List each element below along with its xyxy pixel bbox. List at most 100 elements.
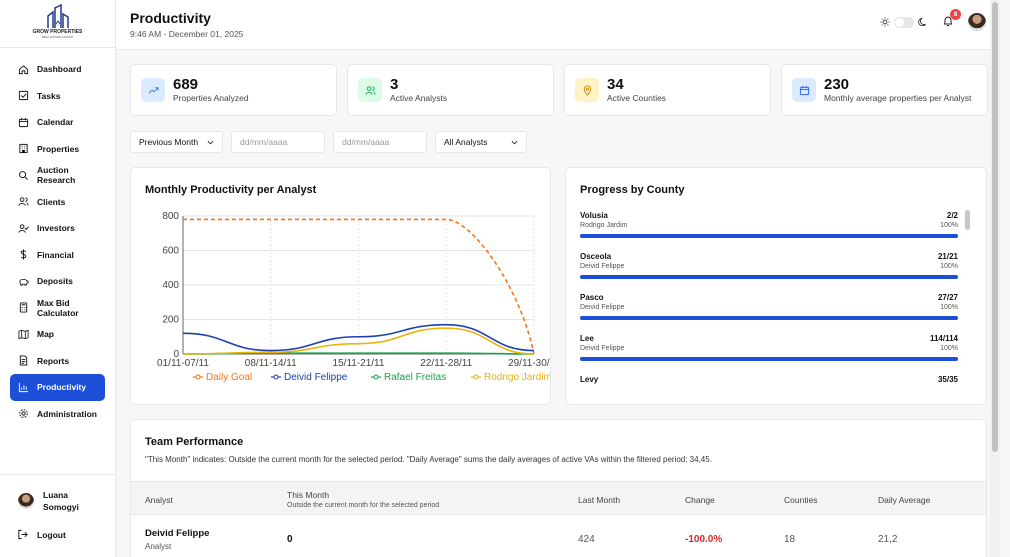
sidebar-item-tasks[interactable]: Tasks: [10, 83, 105, 110]
sidebar-item-investors[interactable]: Investors: [10, 215, 105, 242]
sidebar-item-label: Deposits: [37, 276, 73, 287]
map-icon: [17, 328, 29, 340]
page-datetime: 9:46 AM - December 01, 2025: [130, 29, 244, 39]
county-row: Levy 35/35: [580, 375, 958, 384]
county-row: Volusia Rodrigo Jardim 2/2 100%: [580, 211, 958, 238]
progress-title: Progress by County: [580, 184, 685, 196]
series-line: [182, 327, 535, 355]
checkbox-icon: [17, 90, 29, 102]
stat-card: 689 Properties Analyzed: [130, 64, 337, 116]
county-value: 21/21: [937, 252, 958, 261]
filters-bar: Previous Month dd/mm/aaaa dd/mm/aaaa All…: [130, 131, 527, 153]
col-this-month: This Month: [287, 490, 330, 500]
sidebar-item-calendar[interactable]: Calendar: [10, 109, 105, 136]
sidebar-item-label: Max Bid Calculator: [37, 297, 79, 318]
sidebar-item-properties[interactable]: Properties: [10, 136, 105, 163]
productivity-chart-card: Monthly Productivity per Analyst 0 200 400…: [130, 167, 551, 405]
sidebar-item-max-bid-calculator[interactable]: Max Bid Calculator: [10, 295, 105, 322]
sidebar-item-label: Reports: [37, 355, 70, 366]
row-analyst-role: Analyst: [145, 542, 172, 551]
calendar-icon: [792, 78, 816, 102]
sidebar-item-label: Clients: [37, 196, 66, 207]
county-name: Lee: [580, 334, 594, 343]
county-progress-card: Progress by County Volusia Rodrigo Jardi…: [565, 167, 987, 405]
legend-marker: [195, 374, 201, 380]
sidebar-item-label: Properties: [37, 143, 80, 154]
date-to-input[interactable]: dd/mm/aaaa: [333, 131, 427, 153]
sidebar-item-map[interactable]: Map: [10, 321, 105, 348]
trend-icon: [141, 78, 165, 102]
period-select-value: Previous Month: [139, 137, 199, 147]
county-name: Pasco: [580, 293, 604, 302]
sidebar-item-label: Investors: [37, 223, 75, 234]
county-value: 114/114: [929, 334, 958, 343]
sidebar-item-administration[interactable]: Administration: [10, 401, 105, 428]
county-analyst: Deivid Felippe: [580, 263, 625, 270]
date-to-placeholder: dd/mm/aaaa: [342, 137, 390, 147]
team-title: Team Performance: [145, 436, 244, 448]
y-tick-label: 200: [162, 315, 179, 326]
stat-value: 230: [824, 75, 850, 93]
county-analyst: Deivid Felippe: [580, 304, 625, 311]
sidebar-item-label: Tasks: [37, 90, 61, 101]
sidebar-item-clients[interactable]: Clients: [10, 189, 105, 216]
moon-icon: [918, 17, 926, 27]
col-daily-average: Daily Average: [878, 495, 931, 505]
sidebar: GROW PROPERTIES REAL ESTATE GROUP Dashbo…: [0, 0, 116, 557]
page-title: Productivity: [130, 10, 211, 26]
date-from-input[interactable]: dd/mm/aaaa: [231, 131, 325, 153]
users-icon: [358, 78, 382, 102]
sidebar-item-reports[interactable]: Reports: [10, 348, 105, 375]
county-list-scrollbar[interactable]: [965, 210, 970, 230]
logo[interactable]: GROW PROPERTIES REAL ESTATE GROUP: [0, 0, 115, 48]
logout-label: Logout: [37, 529, 66, 540]
date-from-placeholder: dd/mm/aaaa: [240, 137, 288, 147]
x-tick-label: 15/11-21/11: [333, 358, 385, 369]
legend-marker: [473, 374, 479, 380]
users-icon: [17, 196, 29, 208]
logout-button[interactable]: Logout: [0, 513, 115, 540]
sidebar-footer: Luana Somogyi Logout: [0, 474, 115, 557]
user-name: Luana Somogyi: [43, 490, 79, 512]
logo-icon: [46, 4, 69, 28]
county-row: Lee Deivid Felippe 114/114 100%: [580, 334, 958, 361]
calendar-icon: [17, 116, 29, 128]
sidebar-item-auction-research[interactable]: Auction Research: [10, 162, 105, 189]
file-icon: [17, 355, 29, 367]
scrollbar-thumb[interactable]: [992, 2, 998, 452]
x-tick-label: 22/11-28/11: [420, 358, 472, 369]
row-daily-average: 21,2: [878, 534, 898, 545]
sidebar-item-label: Auction Research: [37, 165, 76, 186]
col-analyst: Analyst: [145, 495, 173, 505]
analyst-select[interactable]: All Analysts: [435, 131, 527, 153]
col-counties: Counties: [784, 495, 818, 505]
gear-icon: [17, 408, 29, 420]
theme-toggle[interactable]: [894, 16, 914, 28]
sidebar-item-deposits[interactable]: Deposits: [10, 268, 105, 295]
calculator-icon: [17, 302, 29, 314]
notification-badge: 8: [950, 9, 961, 20]
county-name: Levy: [580, 375, 599, 384]
logo-subtitle: REAL ESTATE GROUP: [41, 35, 74, 39]
sidebar-item-label: Calendar: [37, 117, 74, 128]
chart-title: Monthly Productivity per Analyst: [145, 184, 317, 196]
sidebar-item-label: Map: [37, 329, 54, 340]
period-select[interactable]: Previous Month: [130, 131, 223, 153]
header: Productivity 9:46 AM - December 01, 2025…: [116, 0, 1000, 50]
x-tick-label: 08/11-14/11: [245, 358, 297, 369]
page-scrollbar[interactable]: [990, 0, 1000, 557]
county-analyst: Deivid Felippe: [580, 345, 625, 352]
sidebar-nav: Dashboard Tasks Calendar Properties Auct…: [0, 48, 115, 427]
home-icon: [17, 63, 29, 75]
user-profile[interactable]: Luana Somogyi: [0, 475, 115, 513]
legend-label: Rodrigo Jardim: [484, 372, 550, 383]
county-percent: 100%: [940, 222, 958, 229]
y-tick-label: 400: [162, 280, 179, 291]
sidebar-item-dashboard[interactable]: Dashboard: [10, 56, 105, 83]
notifications-button[interactable]: 8: [942, 9, 961, 29]
sidebar-item-productivity[interactable]: Productivity: [10, 374, 105, 401]
x-tick-label: 01/11-07/11: [157, 358, 209, 369]
header-avatar[interactable]: [968, 13, 986, 31]
stat-value: 34: [607, 75, 624, 93]
sidebar-item-financial[interactable]: Financial: [10, 242, 105, 269]
